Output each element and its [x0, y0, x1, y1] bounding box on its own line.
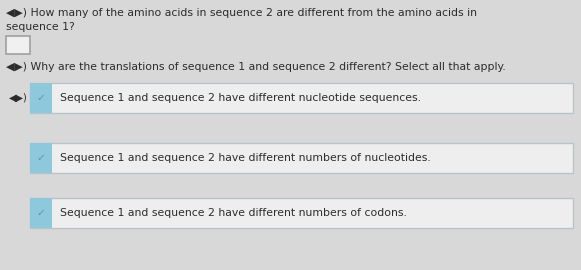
Text: ◀▶): ◀▶) [9, 93, 28, 103]
Text: Sequence 1 and sequence 2 have different nucleotide sequences.: Sequence 1 and sequence 2 have different… [60, 93, 421, 103]
Bar [30, 83, 573, 113]
Bar [30, 83, 52, 113]
Bar [30, 143, 573, 173]
Text: ◀▶) How many of the amino acids in sequence 2 are different from the amino acids: ◀▶) How many of the amino acids in seque… [6, 8, 477, 18]
Text: ✓: ✓ [37, 208, 45, 218]
Text: sequence 1?: sequence 1? [6, 22, 75, 32]
Text: ✓: ✓ [37, 153, 45, 163]
Bar [30, 198, 52, 228]
Bar [30, 143, 52, 173]
Bar [6, 36, 30, 54]
Text: Sequence 1 and sequence 2 have different numbers of codons.: Sequence 1 and sequence 2 have different… [60, 208, 407, 218]
Bar [30, 198, 573, 228]
Text: ✓: ✓ [37, 93, 45, 103]
Text: Sequence 1 and sequence 2 have different numbers of nucleotides.: Sequence 1 and sequence 2 have different… [60, 153, 431, 163]
Text: ◀▶) Why are the translations of sequence 1 and sequence 2 different? Select all : ◀▶) Why are the translations of sequence… [6, 62, 505, 72]
